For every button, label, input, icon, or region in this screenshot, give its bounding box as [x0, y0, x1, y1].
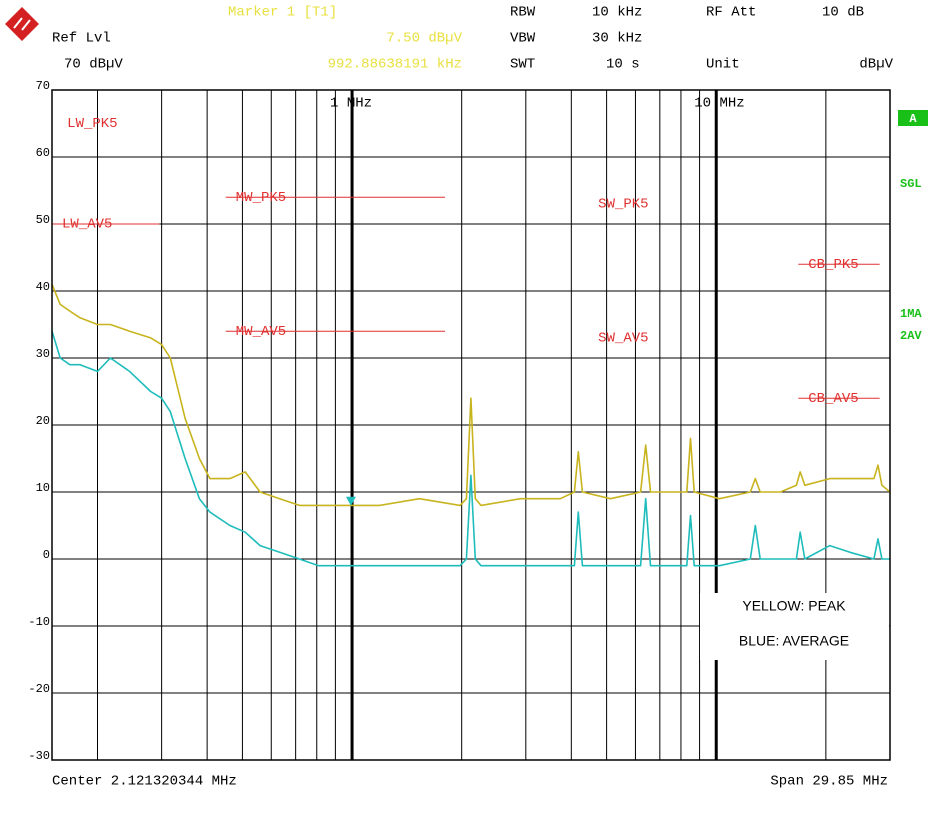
marker: [345, 496, 356, 506]
plot-border: [51, 89, 891, 761]
trace: [51, 283, 891, 507]
logo: [5, 7, 39, 41]
limit-label: SW_AV5: [598, 331, 648, 347]
rbw-label: RBW: [510, 5, 536, 21]
detector-label: 2AV: [900, 329, 922, 343]
y-tick-label: 0: [43, 548, 50, 562]
limit-label: LW_AV5: [62, 217, 112, 233]
marker-frequency: 992.88638191 kHz: [328, 57, 462, 73]
trace: [51, 330, 890, 567]
span: Span 29.85 MHz: [770, 774, 888, 790]
unit-label: Unit: [706, 57, 740, 73]
center-frequency: Center 2.121320344 MHz: [52, 774, 237, 790]
ref-level-label: Ref Lvl: [52, 31, 111, 47]
swt-label: SWT: [510, 57, 535, 73]
marker-level: 7.50 dBµV: [386, 31, 462, 47]
sweep-label: SGL: [900, 177, 922, 191]
swt-value: 10 s: [606, 57, 640, 73]
ref-level-value: 70 dBµV: [64, 57, 123, 73]
limit-label: MW_AV5: [236, 324, 286, 340]
detector-label: 1MA: [900, 307, 922, 321]
limit-label: CB_PK5: [808, 257, 858, 273]
rf-att-label: RF Att: [706, 5, 756, 21]
y-tick-label: 20: [36, 414, 50, 428]
y-tick-label: 40: [36, 280, 50, 294]
vbw-value: 30 kHz: [592, 31, 642, 47]
limit-label: CB_AV5: [808, 391, 858, 407]
legend-entry: YELLOW: PEAK: [742, 598, 846, 614]
y-tick-label: -20: [28, 682, 50, 696]
vbw-label: VBW: [510, 31, 536, 47]
limit-label: SW_PK5: [598, 197, 648, 213]
y-tick-label: 70: [36, 79, 50, 93]
rbw-value: 10 kHz: [592, 5, 642, 21]
y-tick-label: 10: [36, 481, 50, 495]
marker-title: Marker 1 [T1]: [228, 5, 337, 21]
logo-stroke: [13, 17, 31, 31]
legend-box: [700, 593, 889, 660]
y-tick-label: 30: [36, 347, 50, 361]
plot: -30 -20 -10 0 10 20 30 40 50 60 70 1 MHz 10 MHz LW_PK…: [28, 79, 891, 763]
logo-diamond: [5, 7, 39, 41]
x-tick-label: 10 MHz: [694, 96, 744, 112]
y-tick-label: 60: [36, 146, 50, 160]
x-tick-label: 1 MHz: [330, 96, 372, 112]
y-tick-label: -10: [28, 615, 50, 629]
trace-badge: [898, 110, 928, 126]
trace-label: A: [909, 112, 917, 126]
rf-att-value: 10 dB: [822, 5, 864, 21]
limit-label: MW_PK5: [236, 190, 286, 206]
y-tick-label: 50: [36, 213, 50, 227]
y-tick-label: -30: [28, 749, 50, 763]
unit-value: dBµV: [859, 57, 893, 73]
legend: YELLOW: PEAK BLUE: AVERAGE: [700, 593, 889, 660]
legend-entry: BLUE: AVERAGE: [739, 633, 849, 649]
limit-label: LW_PK5: [67, 116, 117, 132]
